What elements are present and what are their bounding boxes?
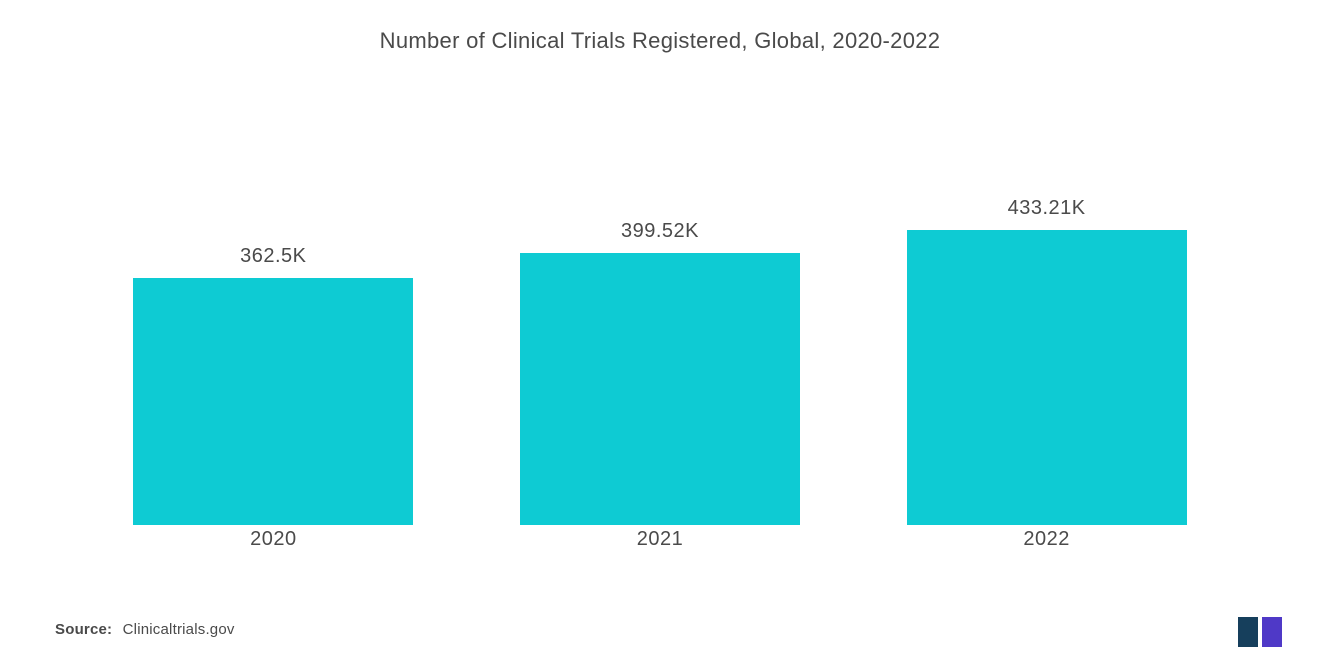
bar-group-1: 399.52K bbox=[520, 220, 800, 525]
x-axis-label: 2021 bbox=[520, 528, 800, 551]
source-text: Clinicaltrials.gov bbox=[123, 621, 235, 638]
bar-1 bbox=[520, 253, 800, 525]
bar-value-label: 362.5K bbox=[240, 245, 306, 268]
bar-value-label: 399.52K bbox=[621, 220, 699, 243]
x-axis-label: 2020 bbox=[133, 528, 413, 551]
chart-plot-area: 362.5K 399.52K 433.21K bbox=[80, 150, 1240, 525]
chart-title: Number of Clinical Trials Registered, Gl… bbox=[0, 28, 1320, 54]
bar-value-label: 433.21K bbox=[1008, 197, 1086, 220]
bar-2 bbox=[907, 230, 1187, 525]
bar-0 bbox=[133, 278, 413, 525]
x-axis-label: 2022 bbox=[907, 528, 1187, 551]
bar-group-2: 433.21K bbox=[907, 197, 1187, 525]
x-axis: 2020 2021 2022 bbox=[80, 528, 1240, 551]
logo-block-2 bbox=[1262, 617, 1282, 647]
source-attribution: Source: Clinicaltrials.gov bbox=[55, 621, 235, 638]
source-label: Source: bbox=[55, 621, 112, 638]
bar-group-0: 362.5K bbox=[133, 245, 413, 525]
chart-canvas: Number of Clinical Trials Registered, Gl… bbox=[0, 0, 1320, 665]
logo-block-1 bbox=[1238, 617, 1258, 647]
brand-logo bbox=[1238, 617, 1282, 647]
